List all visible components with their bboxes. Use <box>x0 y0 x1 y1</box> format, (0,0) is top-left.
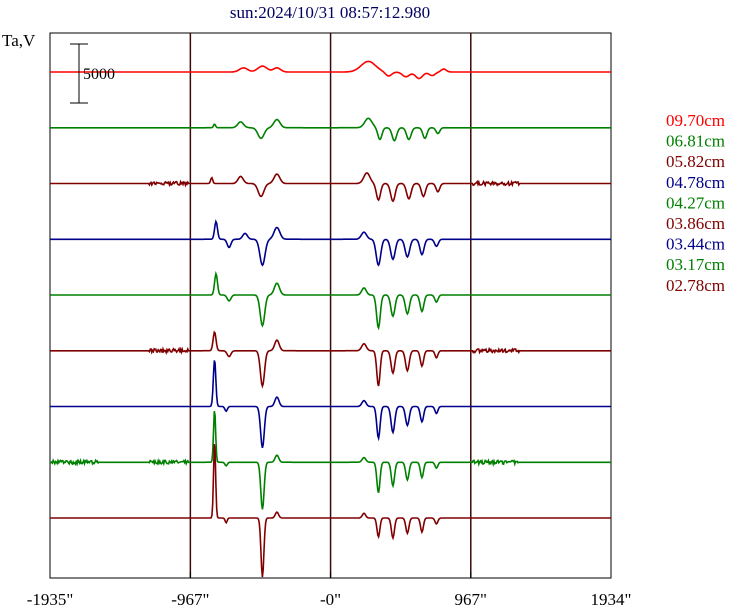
trace-04.78cm <box>50 219 611 267</box>
legend-item-5: 03.86cm <box>666 214 725 233</box>
x-tick-label-4: 1934" <box>591 590 632 609</box>
y-axis-label: Ta,V <box>2 31 36 50</box>
legend-item-6: 03.44cm <box>666 235 725 254</box>
trace-03.86cm <box>50 330 611 389</box>
x-tick-label-3: 967" <box>455 590 487 609</box>
trace-03.44cm <box>50 360 611 448</box>
scale-bar-label: 5000 <box>83 66 115 83</box>
trace-04.27cm <box>50 270 611 331</box>
trace-05.82cm <box>50 172 611 203</box>
x-ticks: -1935" -967" -0" 967" 1934" <box>27 572 632 609</box>
legend-item-1: 06.81cm <box>666 132 725 151</box>
grid-lines <box>189 33 472 578</box>
scale-bar: 5000 <box>70 43 115 104</box>
trace-09.70cm <box>50 60 611 80</box>
legend-item-3: 04.78cm <box>666 173 725 192</box>
x-tick-label-0: -1935" <box>27 590 74 609</box>
chart-title: sun:2024/10/31 08:57:12.980 <box>230 3 430 22</box>
legend-item-4: 04.27cm <box>666 193 725 212</box>
trace-02.78cm <box>50 444 611 578</box>
legend-item-0: 09.70cm <box>666 111 725 130</box>
x-tick-label-1: -967" <box>171 590 209 609</box>
x-tick-label-2: -0" <box>320 590 341 609</box>
traces <box>49 60 611 578</box>
legend-item-8: 02.78cm <box>666 276 725 295</box>
legend-item-7: 03.17cm <box>666 255 725 274</box>
legend-item-2: 05.82cm <box>666 152 725 171</box>
trace-06.81cm <box>50 117 611 142</box>
trace-03.17cm <box>49 410 611 510</box>
